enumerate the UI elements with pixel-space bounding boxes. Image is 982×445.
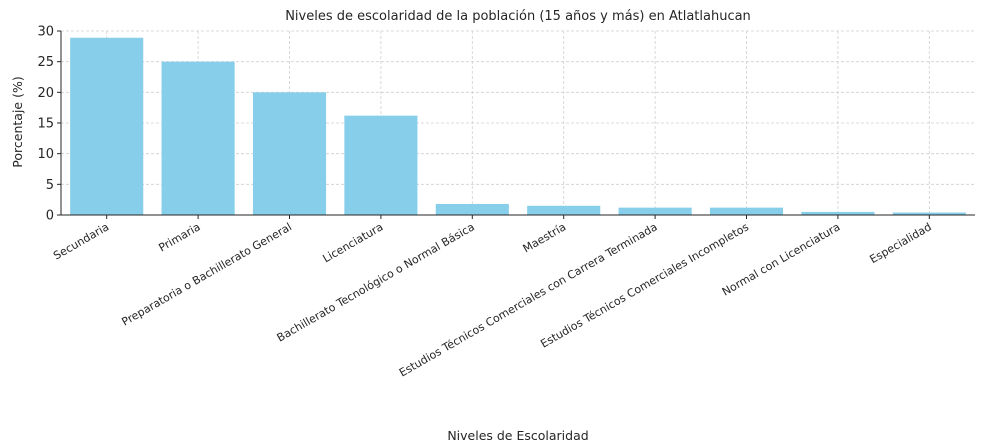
x-tick-label: Bachillerato Tecnológico o Normal Básica bbox=[275, 220, 477, 344]
bar bbox=[435, 203, 509, 215]
y-tick-label: 25 bbox=[37, 55, 54, 70]
y-tick-label: 30 bbox=[37, 25, 54, 40]
bar bbox=[801, 211, 875, 215]
x-axis-label: Niveles de Escolaridad bbox=[447, 428, 588, 443]
bar bbox=[344, 115, 418, 215]
y-tick-label: 10 bbox=[37, 147, 54, 162]
y-tick-label: 0 bbox=[46, 209, 54, 224]
chart-title: Niveles de escolaridad de la población (… bbox=[285, 9, 751, 24]
bar bbox=[70, 37, 144, 215]
y-axis-label: Porcentaje (%) bbox=[10, 76, 25, 167]
bar bbox=[892, 212, 966, 215]
bar bbox=[618, 207, 692, 215]
bars bbox=[70, 37, 966, 215]
y-tick-label: 5 bbox=[46, 178, 54, 193]
x-tick-label: Maestría bbox=[521, 220, 569, 255]
bar bbox=[527, 205, 601, 215]
y-tick-labels: 0 5 10 15 20 25 30 bbox=[37, 25, 54, 224]
x-tick-label: Secundaria bbox=[51, 220, 111, 262]
x-tick-label: Licenciatura bbox=[321, 220, 386, 265]
x-tick-label: Preparatoria o Bachillerato General bbox=[120, 220, 294, 328]
x-tick-label: Especialidad bbox=[867, 220, 933, 266]
bar bbox=[161, 61, 235, 215]
x-tick-label: Primaria bbox=[156, 220, 202, 254]
bar bbox=[252, 92, 327, 215]
y-tick-label: 20 bbox=[37, 86, 54, 101]
axes bbox=[57, 30, 975, 219]
y-tick-label: 15 bbox=[37, 117, 54, 132]
bar bbox=[709, 207, 784, 215]
